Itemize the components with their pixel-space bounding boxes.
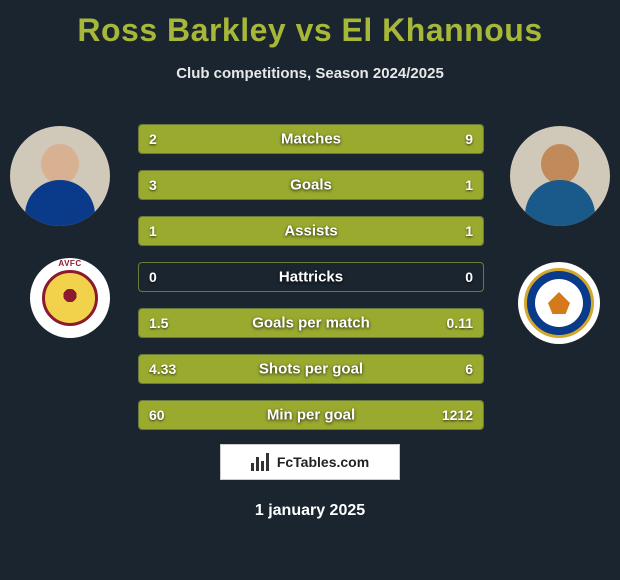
stat-value-left: 3 <box>149 177 157 193</box>
stat-label: Assists <box>284 223 337 240</box>
stat-value-left: 2 <box>149 131 157 147</box>
stat-value-left: 60 <box>149 407 165 423</box>
stat-row: 2 9 Matches <box>138 124 484 154</box>
stat-value-right: 0 <box>465 269 473 285</box>
person-icon <box>25 144 95 226</box>
stat-value-left: 4.33 <box>149 361 176 377</box>
comparison-title: Ross Barkley vs El Khannous <box>0 0 620 49</box>
bar-fill-left <box>139 171 397 199</box>
stat-label: Min per goal <box>267 407 355 424</box>
bar-chart-icon <box>251 453 271 471</box>
club-crest-icon <box>524 268 594 338</box>
stat-value-left: 1.5 <box>149 315 168 331</box>
stat-value-right: 1 <box>465 223 473 239</box>
stat-value-left: 1 <box>149 223 157 239</box>
stat-value-right: 1 <box>465 177 473 193</box>
player-left-avatar <box>10 126 110 226</box>
stat-value-left: 0 <box>149 269 157 285</box>
player-right-club-badge <box>518 262 600 344</box>
stat-row: 3 1 Goals <box>138 170 484 200</box>
stat-value-right: 9 <box>465 131 473 147</box>
stat-value-right: 0.11 <box>447 315 473 331</box>
stat-value-right: 1212 <box>442 407 473 423</box>
stats-bar-chart: 2 9 Matches 3 1 Goals 1 1 Assists 0 0 Hattricks 1.5 0… <box>138 124 484 446</box>
stat-label: Shots per goal <box>259 361 363 378</box>
stat-value-right: 6 <box>465 361 473 377</box>
stat-label: Matches <box>281 131 341 148</box>
stat-row: 60 1212 Min per goal <box>138 400 484 430</box>
stat-label: Hattricks <box>279 269 343 286</box>
stat-row: 0 0 Hattricks <box>138 262 484 292</box>
stat-row: 4.33 6 Shots per goal <box>138 354 484 384</box>
brand-name: FcTables.com <box>277 454 369 470</box>
brand-logo: FcTables.com <box>220 444 400 480</box>
bar-fill-right <box>201 125 483 153</box>
stat-row: 1.5 0.11 Goals per match <box>138 308 484 338</box>
player-right-avatar <box>510 126 610 226</box>
snapshot-date: 1 january 2025 <box>255 502 365 520</box>
stat-label: Goals per match <box>252 315 370 332</box>
player-left-club-badge <box>30 258 110 338</box>
stat-label: Goals <box>290 177 332 194</box>
comparison-subtitle: Club competitions, Season 2024/2025 <box>0 65 620 82</box>
person-icon <box>525 144 595 226</box>
stat-row: 1 1 Assists <box>138 216 484 246</box>
club-crest-icon <box>42 270 98 326</box>
